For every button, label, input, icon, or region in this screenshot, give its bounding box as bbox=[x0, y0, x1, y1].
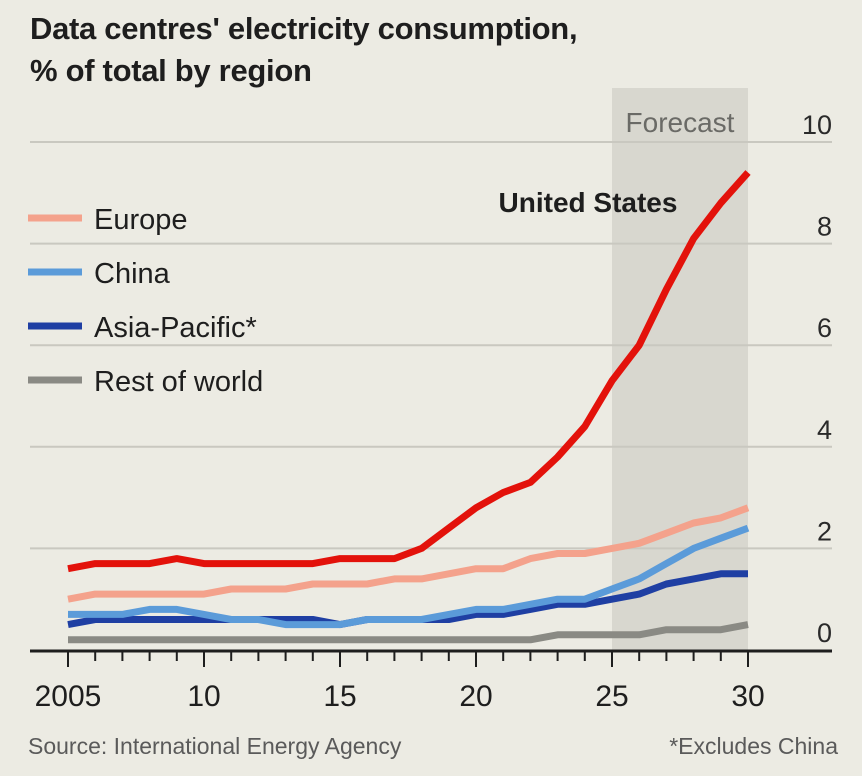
y-tick-label-6: 6 bbox=[817, 313, 832, 343]
legend-label-china: China bbox=[94, 258, 171, 290]
x-tick-label-2025: 25 bbox=[595, 680, 628, 713]
legend-label-asia-pacific: Asia-Pacific* bbox=[94, 312, 257, 344]
y-tick-label-10: 10 bbox=[802, 110, 832, 140]
title-line-1: Data centres' electricity consumption, bbox=[30, 11, 578, 46]
x-tick-label-2005: 2005 bbox=[35, 680, 102, 713]
y-tick-label-8: 8 bbox=[817, 212, 832, 242]
series-line-united-states bbox=[67, 170, 751, 573]
chart-title: Data centres' electricity consumption, %… bbox=[30, 8, 578, 92]
forecast-band bbox=[612, 88, 748, 650]
x-tick-label-2015: 15 bbox=[323, 680, 356, 713]
legend-label-europe: Europe bbox=[94, 204, 188, 236]
annotation-united-states: United States bbox=[499, 187, 678, 218]
series-line-europe bbox=[67, 504, 750, 603]
title-line-2: % of total by region bbox=[30, 53, 312, 88]
footnote: *Excludes China bbox=[669, 733, 838, 759]
x-tick-label-2020: 20 bbox=[459, 680, 492, 713]
legend-label-rest-of-world: Rest of world bbox=[94, 366, 263, 398]
series-line-china bbox=[68, 524, 750, 629]
y-tick-label-0: 0 bbox=[817, 618, 832, 648]
y-tick-label-2: 2 bbox=[817, 516, 832, 546]
x-tick-label-2030: 30 bbox=[731, 680, 764, 713]
y-tick-label-4: 4 bbox=[817, 415, 832, 445]
series-line-rest-of-world bbox=[68, 621, 749, 644]
x-tick-label-2010: 10 bbox=[187, 680, 220, 713]
forecast-label: Forecast bbox=[626, 107, 735, 138]
source-note: Source: International Energy Agency bbox=[28, 733, 402, 759]
